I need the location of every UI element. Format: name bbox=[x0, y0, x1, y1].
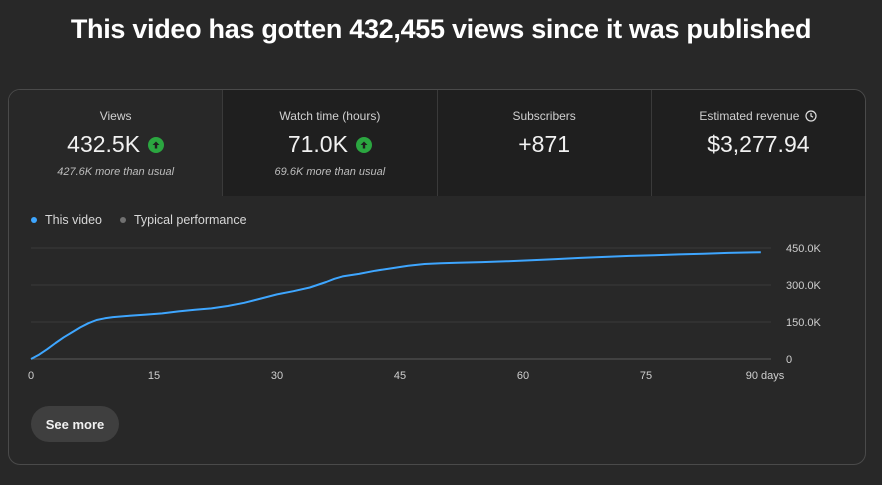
metric-value: +871 bbox=[518, 131, 571, 157]
legend-item-typical-performance[interactable]: Typical performance bbox=[119, 213, 247, 227]
metric-label: Watch time (hours) bbox=[279, 109, 381, 123]
x-tick-label: 75 bbox=[640, 370, 652, 382]
legend-label: This video bbox=[45, 213, 102, 227]
metric-estimated-revenue[interactable]: Estimated revenue $3,277.94 bbox=[650, 90, 865, 196]
legend-label: Typical performance bbox=[133, 213, 247, 227]
x-tick-label: 30 bbox=[271, 370, 283, 382]
metric-subscribers[interactable]: Subscribers +871 bbox=[436, 90, 651, 196]
see-more-button[interactable]: See more bbox=[31, 406, 119, 442]
y-tick-label: 0 bbox=[786, 354, 792, 366]
metric-note: 427.6K more than usual bbox=[57, 166, 175, 178]
metric-views[interactable]: Views 432.5K 427.6K more than usual bbox=[9, 90, 223, 196]
metric-label: Subscribers bbox=[512, 109, 576, 123]
page-headline: This video has gotten 432,455 views sinc… bbox=[70, 14, 812, 44]
trend-up-icon bbox=[148, 136, 165, 153]
metrics-row: Views 432.5K 427.6K more than usual Watc… bbox=[9, 90, 865, 196]
analytics-card: Views 432.5K 427.6K more than usual Watc… bbox=[8, 89, 866, 465]
x-tick-label: 60 bbox=[517, 370, 529, 382]
series-line-this-video bbox=[30, 251, 761, 360]
metric-value: $3,277.94 bbox=[707, 131, 810, 157]
chart-legend: This video Typical performance bbox=[31, 213, 247, 227]
y-tick-label: 300.0K bbox=[786, 280, 822, 292]
x-tick-label: 90 days bbox=[746, 370, 785, 382]
x-tick-label: 0 bbox=[28, 370, 34, 382]
y-tick-label: 450.0K bbox=[786, 243, 822, 255]
metric-note: 69.6K more than usual bbox=[274, 166, 386, 178]
views-line-chart: 0 150.0K 300.0K 450.0K 0 15 30 45 60 75 90 days bbox=[28, 243, 822, 382]
metric-watch-time[interactable]: Watch time (hours) 71.0K 69.6K more than… bbox=[222, 90, 436, 196]
metric-label: Estimated revenue bbox=[699, 109, 818, 123]
metric-value: 71.0K bbox=[223, 131, 436, 158]
legend-dot bbox=[31, 217, 37, 223]
x-tick-label: 15 bbox=[148, 370, 160, 382]
legend-item-this-video[interactable]: This video bbox=[31, 213, 102, 227]
metric-label: Views bbox=[99, 109, 132, 123]
metric-value: 432.5K bbox=[9, 131, 222, 158]
legend-dot bbox=[119, 217, 126, 223]
trend-up-icon bbox=[355, 136, 372, 153]
clock-icon bbox=[805, 110, 818, 122]
y-tick-label: 150.0K bbox=[786, 317, 822, 329]
x-tick-label: 45 bbox=[394, 370, 406, 382]
